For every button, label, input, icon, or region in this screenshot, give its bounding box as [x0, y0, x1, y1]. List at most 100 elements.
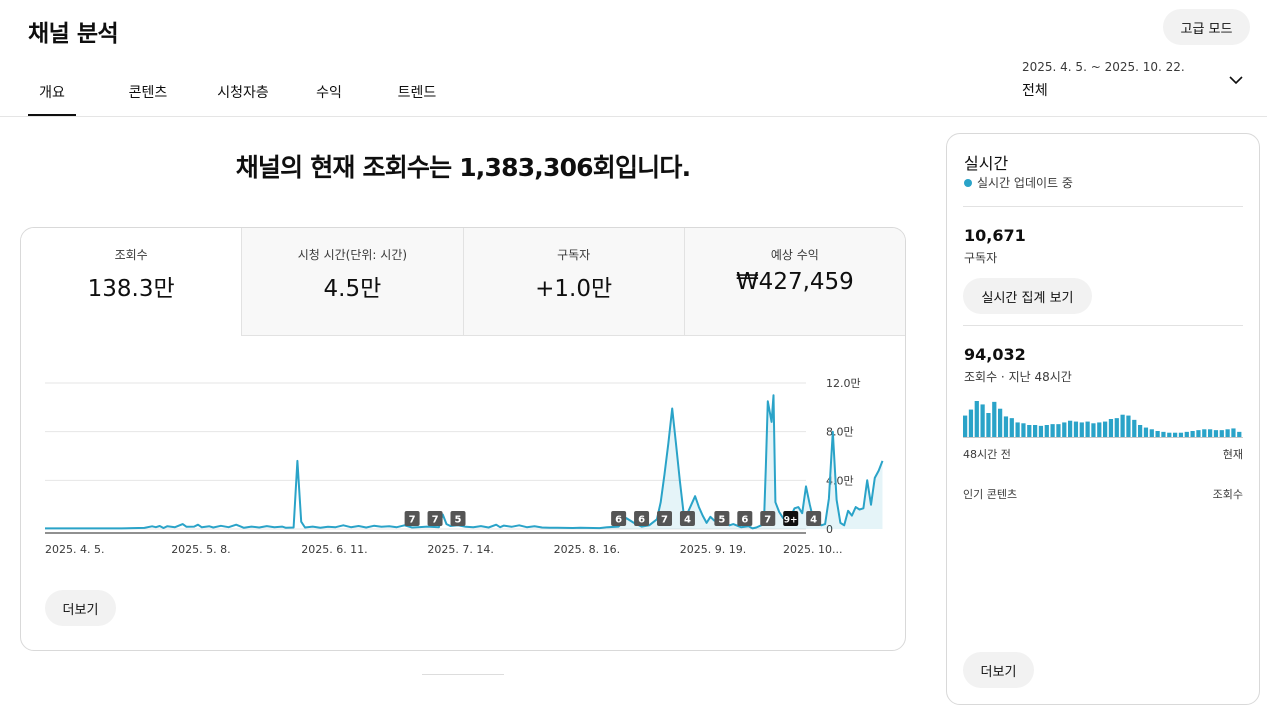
realtime-axis-start: 48시간 전 [963, 448, 1011, 461]
hourly-bar [1231, 428, 1236, 437]
date-range-selector[interactable]: 2025. 4. 5. ~ 2025. 10. 22. 전체 [1022, 60, 1252, 108]
hourly-bar [1079, 422, 1084, 437]
hourly-bar [1178, 432, 1184, 437]
x-tick-label: 2025. 5. 8. [171, 543, 230, 556]
hourly-bar [1143, 427, 1149, 437]
views-chart[interactable]: 0 4.0만 8.0만 12.0만 7 7 5 6 6 7 4 5 6 7 9+ 4 2025. 4. 5. 20… [21, 336, 905, 576]
hourly-bar [1225, 429, 1230, 437]
header-divider [0, 116, 1267, 117]
advanced-mode-button[interactable]: 고급 모드 [1163, 9, 1250, 45]
metric-subscribers[interactable]: 구독자 +1.0만 [462, 228, 684, 336]
upload-badge-label: 5 [718, 515, 725, 526]
hourly-bar [1108, 419, 1114, 437]
hourly-bar [1056, 424, 1061, 437]
hourly-bar [1173, 432, 1178, 437]
upload-badge-label: 7 [661, 515, 668, 526]
y-tick-label: 0 [826, 523, 833, 536]
upload-badge-label: 7 [764, 515, 771, 526]
page-title: 채널 분석 [28, 21, 119, 47]
hourly-bar [1149, 429, 1154, 437]
metric-value: 4.5만 [323, 276, 382, 302]
hourly-bar [998, 408, 1003, 437]
hourly-bar [980, 404, 985, 437]
upload-badge [450, 511, 466, 526]
overview-more-button[interactable]: 더보기 [45, 590, 116, 626]
realtime-title: 실시간 [964, 154, 1009, 173]
tab-trends[interactable]: 트렌드 [397, 85, 437, 101]
upload-badge-label: 7 [432, 515, 439, 526]
hourly-bar [1015, 422, 1020, 437]
hourly-bar [1009, 418, 1014, 437]
metric-watch-time[interactable]: 시청 시간(단위: 시간) 4.5만 [241, 228, 463, 336]
upload-badge-label: 7 [409, 515, 416, 526]
upload-badge [657, 511, 673, 526]
hourly-bar [1120, 414, 1125, 437]
y-tick-label: 4.0만 [826, 474, 854, 487]
metric-label: 조회수 [114, 248, 148, 262]
upload-badge [737, 511, 753, 526]
hourly-bar [1003, 416, 1009, 437]
y-tick-label: 12.0만 [826, 377, 861, 390]
live-dot-icon [964, 178, 972, 187]
date-range-text: 2025. 4. 5. ~ 2025. 10. 22. [1022, 60, 1185, 74]
hourly-bar [1021, 423, 1026, 437]
popular-content-label: 인기 콘텐츠 [963, 488, 1018, 501]
hourly-bar [1167, 432, 1172, 437]
overview-card: 조회수 138.3만 시청 시간(단위: 시간) 4.5만 구독자 +1.0만 … [20, 227, 906, 651]
realtime-status-label: 실시간 업데이트 중 [977, 176, 1073, 190]
metric-revenue[interactable]: 예상 수익 ₩427,459 [683, 228, 905, 336]
hourly-bar [1103, 421, 1108, 437]
hourly-bar [1038, 425, 1044, 437]
x-tick-label: 2025. 7. 14. [427, 543, 493, 556]
realtime-card: 실시간 실시간 업데이트 중 10,671 구독자 실시간 집계 보기 94,0… [946, 133, 1260, 705]
hourly-bar [1208, 429, 1213, 437]
hourly-bar [1027, 425, 1032, 437]
tab-overview[interactable]: 개요 [28, 66, 76, 116]
hourly-bar [974, 401, 979, 437]
metric-value: ₩427,459 [735, 269, 854, 295]
hourly-bar [968, 409, 974, 437]
upload-badge-label: 9+ [784, 516, 798, 526]
upload-badge [634, 511, 650, 526]
tab-content[interactable]: 콘텐츠 [128, 85, 168, 101]
tab-audience[interactable]: 시청자층 [217, 85, 269, 101]
hourly-bar [1237, 431, 1242, 437]
realtime-views-label: 조회수 · 지난 48시간 [964, 370, 1072, 384]
hourly-bar [1062, 422, 1067, 437]
upload-badge [783, 511, 799, 526]
metric-views[interactable]: 조회수 138.3만 [21, 228, 242, 336]
hourly-bar [1132, 419, 1137, 437]
x-tick-label: 2025. 4. 5. [45, 543, 104, 556]
x-tick-label: 2025. 6. 11. [301, 543, 367, 556]
upload-badge-label: 5 [455, 515, 462, 526]
realtime-more-button[interactable]: 더보기 [963, 652, 1034, 688]
chevron-down-icon [1229, 76, 1243, 85]
hourly-bar [992, 401, 997, 437]
hourly-bar [1184, 431, 1189, 437]
view-realtime-button[interactable]: 실시간 집계 보기 [963, 278, 1092, 314]
views-headline: 채널의 현재 조회수는 1,383,306회입니다. [235, 153, 691, 182]
tab-bar: 개요 콘텐츠 시청자층 수익 트렌드 [28, 66, 447, 116]
upload-badge-label: 6 [615, 515, 622, 526]
hourly-bar [1219, 430, 1224, 437]
divider [963, 206, 1243, 207]
upload-badge-label: 4 [810, 515, 817, 526]
hourly-bar [1202, 429, 1207, 437]
tab-revenue[interactable]: 수익 [316, 85, 342, 101]
upload-badge [404, 511, 420, 526]
realtime-views-value: 94,032 [964, 345, 1026, 364]
hourly-bar [1138, 425, 1143, 437]
realtime-hourly-chart[interactable] [963, 400, 1243, 438]
hourly-bar [1213, 430, 1219, 437]
upload-badge [806, 511, 822, 526]
upload-badge [427, 511, 443, 526]
hourly-bar [986, 413, 991, 437]
realtime-status: 실시간 업데이트 중 [964, 174, 1073, 191]
hourly-bar [1091, 423, 1096, 437]
x-tick-label: 2025. 8. 16. [554, 543, 620, 556]
hourly-bar [1161, 431, 1166, 437]
hourly-bar [1196, 430, 1201, 437]
hourly-bar [963, 415, 968, 437]
metric-value: 138.3만 [87, 276, 175, 302]
realtime-subscribers-label: 구독자 [964, 251, 998, 265]
